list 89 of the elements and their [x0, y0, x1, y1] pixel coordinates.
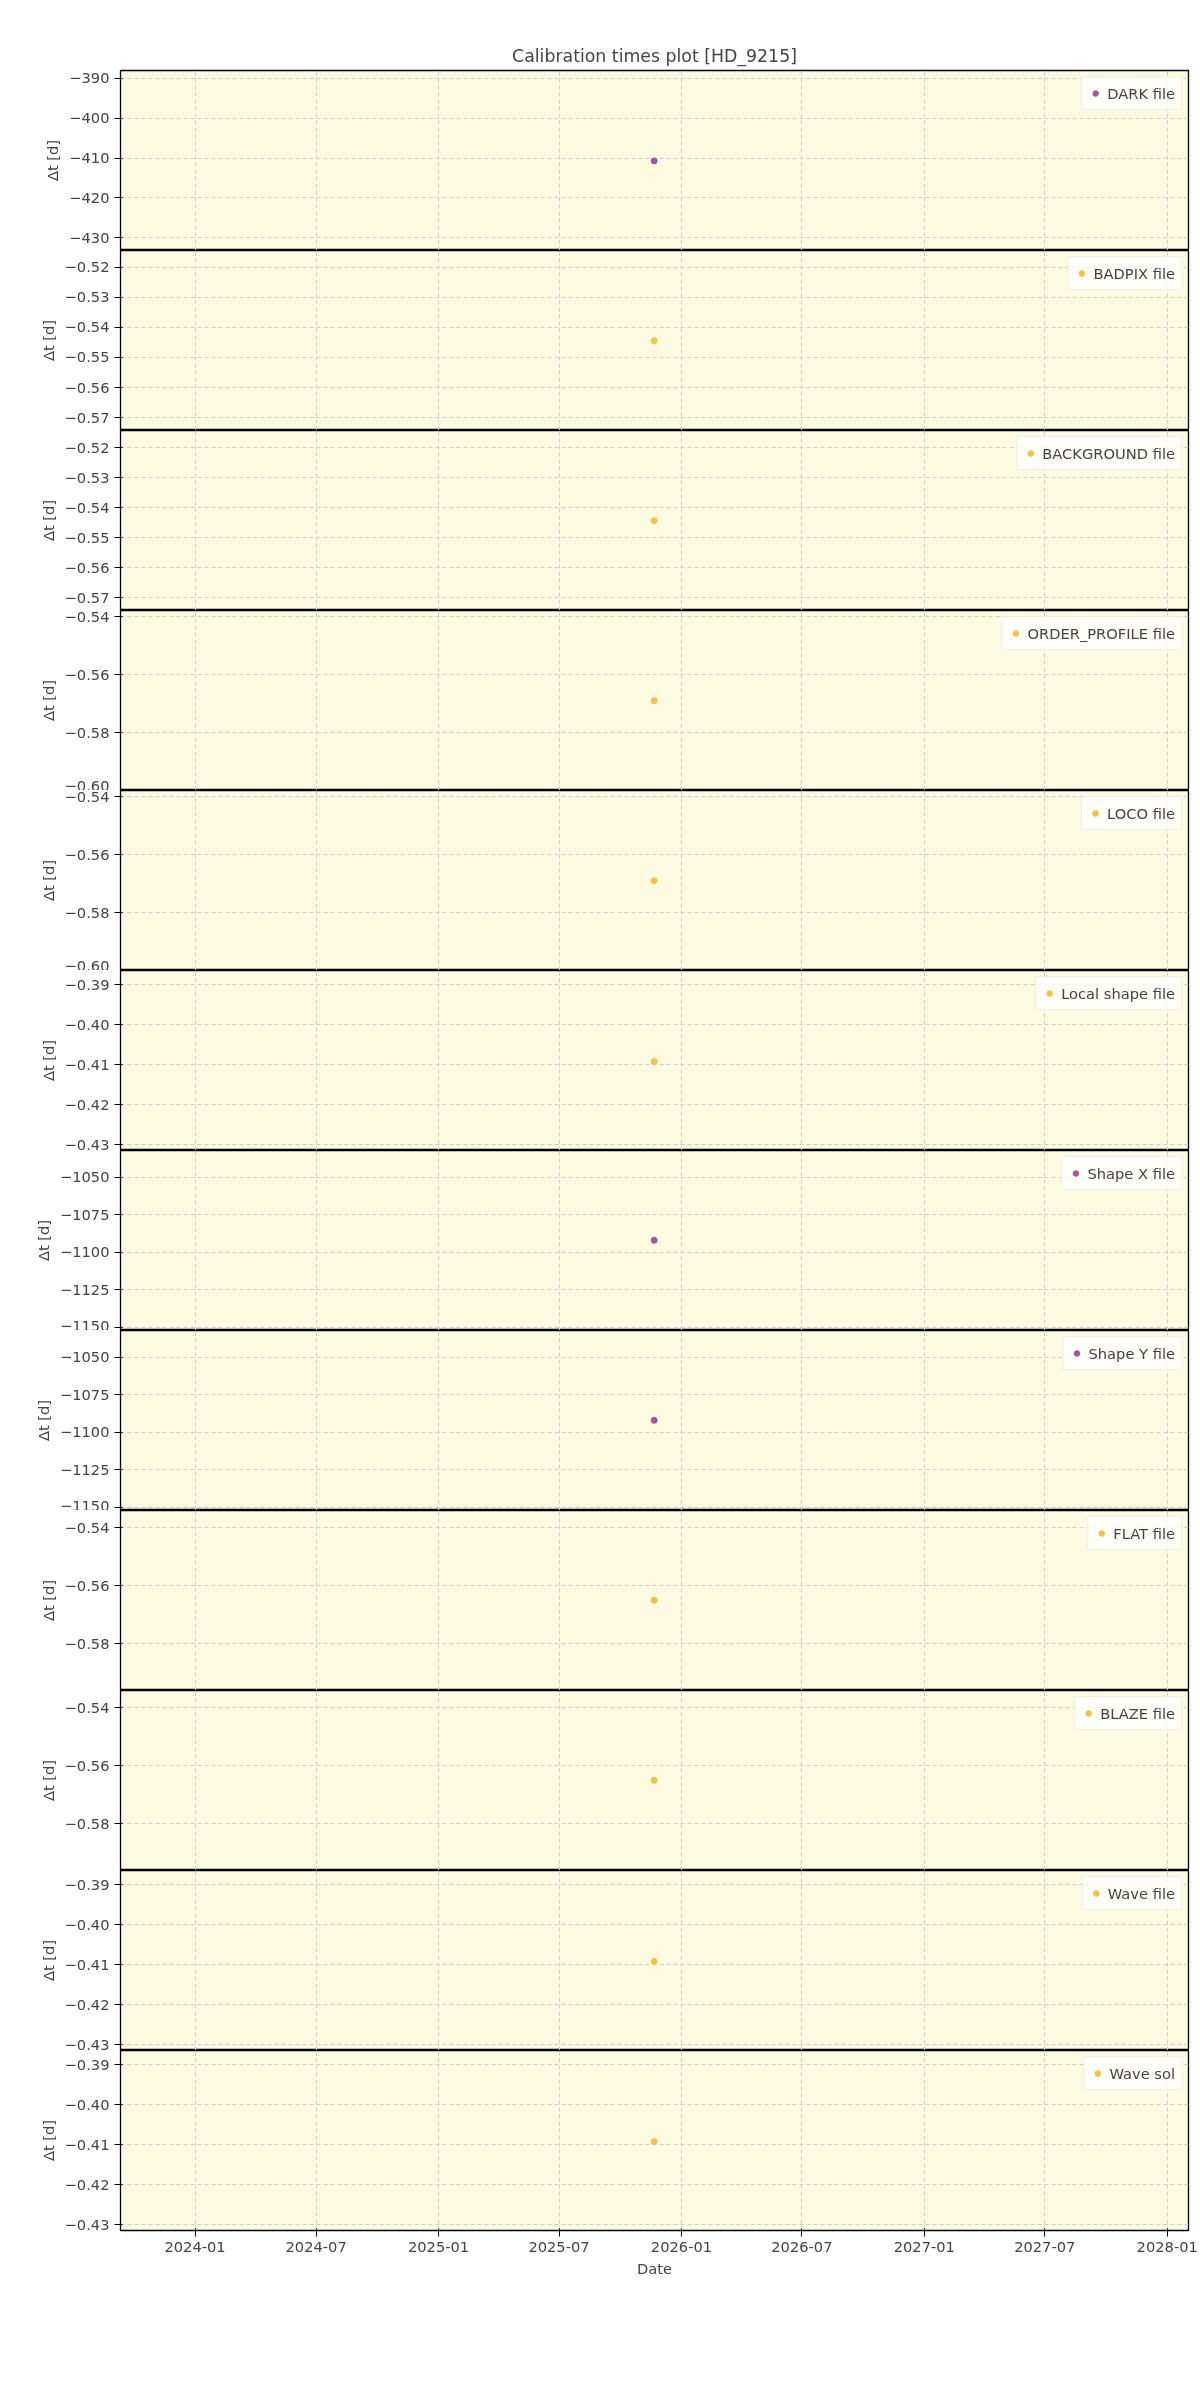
y-tick-label: −0.56	[64, 665, 110, 683]
legend-label: Wave file	[1107, 1884, 1175, 1902]
y-tick-label: −0.54	[64, 607, 110, 625]
y-tick-label: −0.39	[64, 975, 110, 993]
y-axis-title: Δt [d]	[39, 1579, 57, 1622]
y-tick-label: −420	[69, 188, 110, 206]
x-tick-label: 2027-07	[1014, 2237, 1076, 2255]
legend-label: BACKGROUND file	[1042, 444, 1175, 462]
y-tick-label: −0.42	[64, 1095, 110, 1113]
y-tick-label: −430	[69, 228, 110, 246]
x-tick-label: 2026-01	[650, 2237, 713, 2255]
x-axis-title: Date	[636, 2259, 673, 2277]
y-tick-label: −0.54	[64, 498, 110, 516]
legend-label: DARK file	[1107, 84, 1175, 102]
y-tick-label: −0.40	[64, 2095, 110, 2113]
y-tick-label: −1075	[59, 1385, 110, 1403]
y-tick-label: −0.40	[64, 1915, 110, 1933]
legend-label: LOCO file	[1107, 804, 1175, 822]
y-axis-title: Δt [d]	[39, 319, 57, 362]
y-axis-title: Δt [d]	[39, 1039, 57, 1082]
legend-label: Shape X file	[1087, 1164, 1175, 1182]
legend-label: Local shape file	[1061, 984, 1175, 1002]
y-tick-label: −1125	[59, 1280, 110, 1298]
y-tick-label: −0.54	[64, 318, 110, 336]
x-tick-label: 2028-01	[1136, 2237, 1198, 2255]
legend-label: FLAT file	[1113, 1524, 1175, 1542]
y-tick-label: −0.57	[64, 588, 110, 606]
y-axis-title: Δt [d]	[39, 1759, 57, 1802]
y-tick-label: −0.41	[64, 2135, 110, 2153]
y-tick-label: −0.55	[64, 528, 110, 546]
y-tick-label: −0.39	[64, 1875, 110, 1893]
y-tick-label: −1050	[59, 1348, 110, 1366]
legend-label: Wave sol	[1109, 2064, 1175, 2082]
y-tick-label: −0.52	[64, 438, 110, 456]
x-tick-label: 2025-01	[407, 2237, 470, 2255]
y-tick-label: −0.52	[64, 258, 110, 276]
y-tick-label: −0.56	[64, 558, 110, 576]
y-tick-label: −0.41	[64, 1055, 110, 1073]
y-axis-title: Δt [d]	[39, 679, 57, 722]
chart-title: Calibration times plot [HD_9215]	[512, 45, 797, 67]
y-tick-label: −0.56	[64, 378, 110, 396]
y-axis-title: Δt [d]	[34, 1219, 52, 1262]
legend-label: Shape Y file	[1088, 1344, 1175, 1362]
x-tick-label: 2025-07	[528, 2237, 590, 2255]
y-tick-label: −400	[69, 109, 110, 127]
y-tick-label: −0.55	[64, 348, 110, 366]
y-tick-label: −0.53	[64, 468, 110, 486]
y-tick-label: −0.54	[64, 1698, 110, 1716]
y-tick-label: −0.43	[64, 2215, 110, 2233]
x-tick-label: 2026-07	[771, 2237, 833, 2255]
x-tick-label: 2027-01	[893, 2237, 955, 2255]
y-axis-title: Δt [d]	[39, 2119, 57, 2162]
y-tick-label: −1150	[59, 1496, 110, 1514]
x-tick-label: 2024-01	[164, 2237, 226, 2255]
y-tick-label: −0.39	[64, 2055, 110, 2073]
y-tick-label: −390	[69, 69, 110, 87]
y-tick-label: −0.56	[64, 1756, 110, 1774]
y-axis-title: Δt [d]	[39, 1939, 57, 1982]
y-tick-label: −1075	[59, 1205, 110, 1223]
legend-label: BADPIX file	[1093, 264, 1175, 282]
y-tick-label: −0.53	[64, 288, 110, 306]
y-tick-label: −0.40	[64, 1015, 110, 1033]
y-tick-label: −1150	[59, 1316, 110, 1334]
y-tick-label: −0.60	[64, 956, 110, 974]
y-tick-label: −1100	[59, 1243, 110, 1261]
y-tick-label: −0.57	[64, 408, 110, 426]
y-tick-label: −0.43	[64, 2035, 110, 2053]
y-axis-title: Δt [d]	[39, 859, 57, 902]
y-tick-label: −0.58	[64, 1814, 110, 1832]
y-tick-label: −0.58	[64, 1634, 110, 1652]
y-axis-title: Δt [d]	[44, 139, 62, 182]
y-tick-label: −1125	[59, 1460, 110, 1478]
y-tick-label: −0.42	[64, 1995, 110, 2013]
y-tick-label: −0.58	[64, 903, 110, 921]
y-tick-label: −0.41	[64, 1955, 110, 1973]
y-tick-label: −0.43	[64, 1135, 110, 1153]
y-tick-label: −0.58	[64, 723, 110, 741]
legend-label: ORDER_PROFILE file	[1027, 624, 1175, 642]
y-tick-label: −0.56	[64, 845, 110, 863]
y-tick-label: −0.56	[64, 1576, 110, 1594]
y-tick-label: −1100	[59, 1423, 110, 1441]
y-axis-title: Δt [d]	[39, 499, 57, 542]
y-tick-label: −0.54	[64, 1518, 110, 1536]
y-tick-label: −1050	[59, 1168, 110, 1186]
legend-label: BLAZE file	[1100, 1704, 1175, 1722]
y-tick-label: −0.42	[64, 2175, 110, 2193]
y-tick-label: −410	[69, 149, 110, 167]
y-axis-title: Δt [d]	[34, 1399, 52, 1442]
x-tick-label: 2024-07	[285, 2237, 347, 2255]
